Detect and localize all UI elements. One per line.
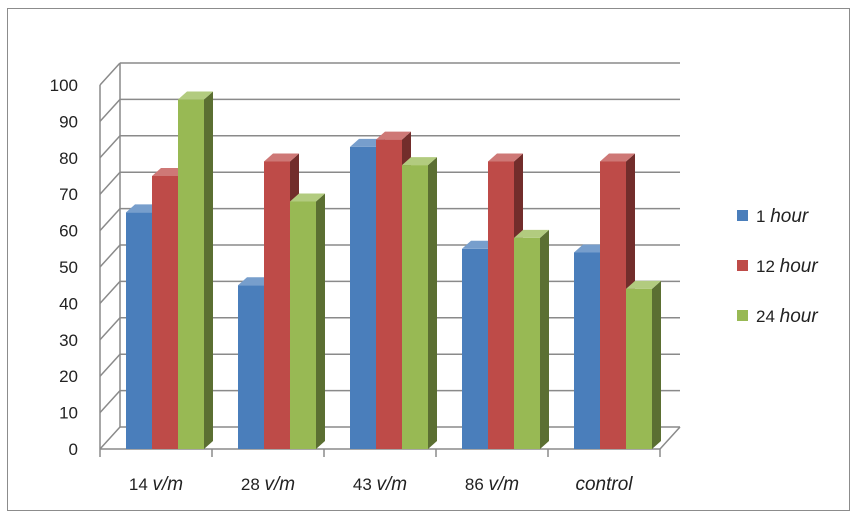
gridline-side: [99, 98, 121, 122]
bar-top: [626, 280, 661, 289]
y-tick-label: 20: [59, 367, 78, 386]
bar-front: [238, 285, 264, 449]
x-tick-label-number: 86: [465, 475, 489, 494]
x-tick-label-unit: control: [575, 474, 633, 495]
bar-side: [428, 157, 437, 449]
bar-front: [178, 99, 204, 449]
x-tick-label: 28 v/m: [241, 474, 295, 495]
bar-front: [600, 161, 626, 449]
y-tick-label: 90: [59, 112, 78, 131]
x-tick-label: control: [575, 474, 633, 495]
bar-top: [402, 157, 437, 166]
bar: [488, 153, 523, 449]
bar-front: [462, 248, 488, 449]
bar-front: [350, 146, 376, 449]
bar-front: [376, 139, 402, 449]
bar-top: [600, 153, 635, 162]
bar: [178, 91, 213, 449]
bar-front: [488, 161, 514, 449]
x-tick-label-number: 43: [353, 475, 377, 494]
bar-side: [204, 91, 213, 449]
bar: [514, 229, 549, 449]
bar-top: [514, 229, 549, 238]
gridline-side: [99, 62, 121, 86]
x-tick-label-unit: v/m: [489, 474, 520, 495]
legend-label-unit: hour: [770, 206, 809, 227]
x-tick-label-unit: v/m: [153, 474, 184, 495]
bar-top: [376, 131, 411, 140]
gridline-side: [99, 208, 121, 232]
gridline-side: [99, 426, 121, 450]
bar: [402, 157, 437, 449]
x-tick-label-number: 28: [241, 475, 265, 494]
bar-front: [290, 201, 316, 449]
legend-label-number: 24: [756, 307, 780, 326]
bar-side: [540, 229, 549, 449]
x-tick-label: 43 v/m: [353, 474, 407, 495]
bar: [626, 280, 661, 449]
legend-label-unit: hour: [780, 306, 819, 327]
y-tick-label: 80: [59, 149, 78, 168]
bar: [290, 193, 325, 449]
gridline-side: [99, 280, 121, 304]
bar-side: [652, 280, 661, 449]
bar-top: [488, 153, 523, 162]
legend-label-number: 1: [756, 207, 770, 226]
bar-front: [626, 288, 652, 449]
floor-edge: [659, 426, 681, 450]
y-tick-label: 0: [69, 440, 78, 459]
bar-front: [264, 161, 290, 449]
bar-front: [574, 252, 600, 449]
bar-top: [264, 153, 299, 162]
y-tick-label: 40: [59, 294, 78, 313]
y-tick-label: 10: [59, 404, 78, 423]
y-tick-label: 50: [59, 258, 78, 277]
gridline-side: [99, 390, 121, 414]
bar-front: [126, 212, 152, 449]
y-axis: 0 10 20 30 40 50 60 70 80 90 100: [50, 76, 101, 459]
legend-swatch: [737, 210, 748, 221]
y-tick-label: 60: [59, 222, 78, 241]
bar-front: [514, 237, 540, 449]
y-tick-label: 30: [59, 331, 78, 350]
legend-label: 1 hour: [756, 206, 809, 227]
gridline-side: [99, 244, 121, 268]
bar-front: [402, 165, 428, 449]
gridline-side: [99, 353, 121, 377]
legend-label-unit: hour: [780, 256, 819, 277]
x-tick-label: 14 v/m: [129, 474, 183, 495]
y-tick-label: 100: [50, 76, 78, 95]
legend-label: 12 hour: [756, 256, 818, 277]
gridline-side: [99, 317, 121, 341]
bar-side: [316, 193, 325, 449]
bars: [126, 91, 661, 449]
x-tick-label-unit: v/m: [377, 474, 408, 495]
legend-swatch: [737, 310, 748, 321]
bar-top: [178, 91, 213, 100]
legend-swatch: [737, 260, 748, 271]
gridline-side: [99, 171, 121, 195]
legend-label-number: 12: [756, 257, 780, 276]
x-tick-label-number: 14: [129, 475, 153, 494]
y-tick-label: 70: [59, 185, 78, 204]
bar-front: [152, 176, 178, 449]
x-tick-label-unit: v/m: [265, 474, 296, 495]
x-tick-label: 86 v/m: [465, 474, 519, 495]
gridline-side: [99, 135, 121, 159]
legend-label: 24 hour: [756, 306, 818, 327]
bar-top: [290, 193, 325, 202]
